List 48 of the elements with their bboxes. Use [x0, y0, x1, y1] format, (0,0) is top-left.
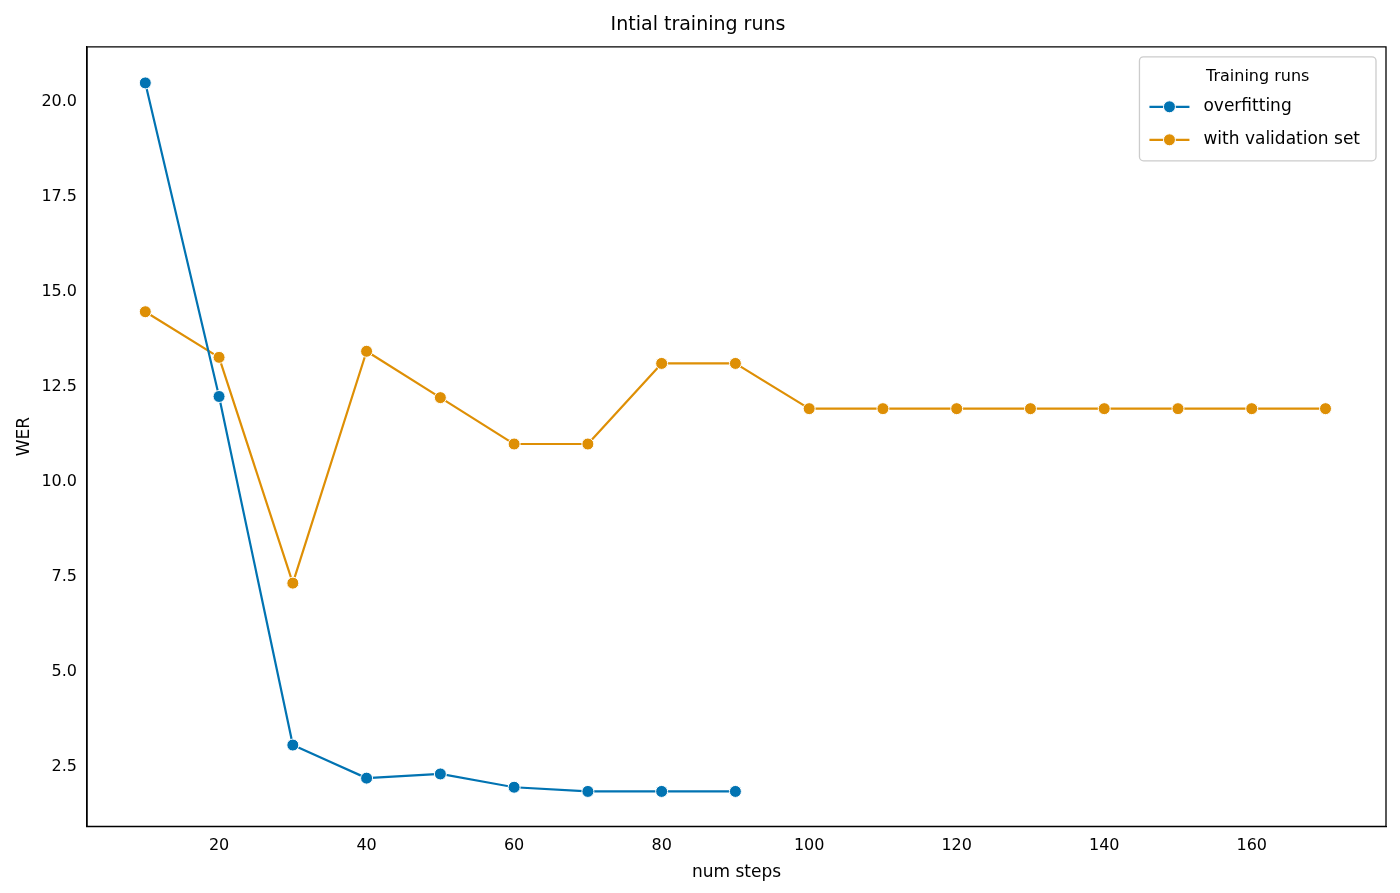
point	[581, 784, 595, 798]
x-tick-label: 20	[208, 835, 230, 855]
y-tick-label: 17.5	[41, 185, 78, 205]
point	[1319, 402, 1333, 416]
x-tick-label: 160	[1236, 835, 1268, 855]
x-tick-label: 140	[1088, 835, 1120, 855]
point	[286, 738, 300, 752]
point	[360, 344, 374, 358]
point	[876, 402, 890, 416]
point	[728, 356, 742, 370]
legend-title: Training runs	[1205, 65, 1310, 85]
chart-title: Intial training runs	[610, 12, 786, 35]
point	[950, 402, 964, 416]
x-tick-label: 40	[356, 835, 377, 855]
point	[655, 784, 669, 798]
x-tick-label: 100	[793, 835, 825, 855]
y-tick-label: 2.5	[51, 755, 78, 775]
x-tick-label: 80	[651, 835, 672, 855]
point	[507, 780, 521, 794]
legend-label: with validation set	[1203, 128, 1361, 149]
y-tick-label: 20.0	[41, 90, 78, 110]
point	[802, 402, 816, 416]
y-tick-label: 5.0	[51, 660, 78, 680]
point	[1097, 402, 1111, 416]
y-tick-label: 15.0	[41, 280, 78, 300]
point	[433, 391, 447, 405]
point	[581, 437, 595, 451]
point	[433, 767, 447, 781]
x-tick-label: 60	[503, 835, 525, 855]
x-tick-label: 120	[941, 835, 972, 855]
point	[212, 350, 226, 364]
point	[1171, 402, 1185, 416]
point	[360, 771, 374, 785]
point	[1023, 402, 1037, 416]
y-tick-label: 10.0	[41, 470, 78, 490]
point	[728, 784, 742, 798]
point	[212, 390, 226, 403]
point	[286, 576, 300, 590]
point	[1245, 402, 1259, 416]
point	[655, 356, 669, 370]
point	[138, 305, 152, 319]
point	[138, 76, 152, 90]
x-axis-title: num steps	[691, 861, 782, 882]
legend-label: overfitting	[1203, 95, 1292, 116]
y-tick-label: 7.5	[51, 565, 78, 585]
y-tick-label: 12.5	[41, 375, 78, 395]
point	[507, 437, 521, 451]
y-axis-title: WER	[12, 416, 33, 457]
